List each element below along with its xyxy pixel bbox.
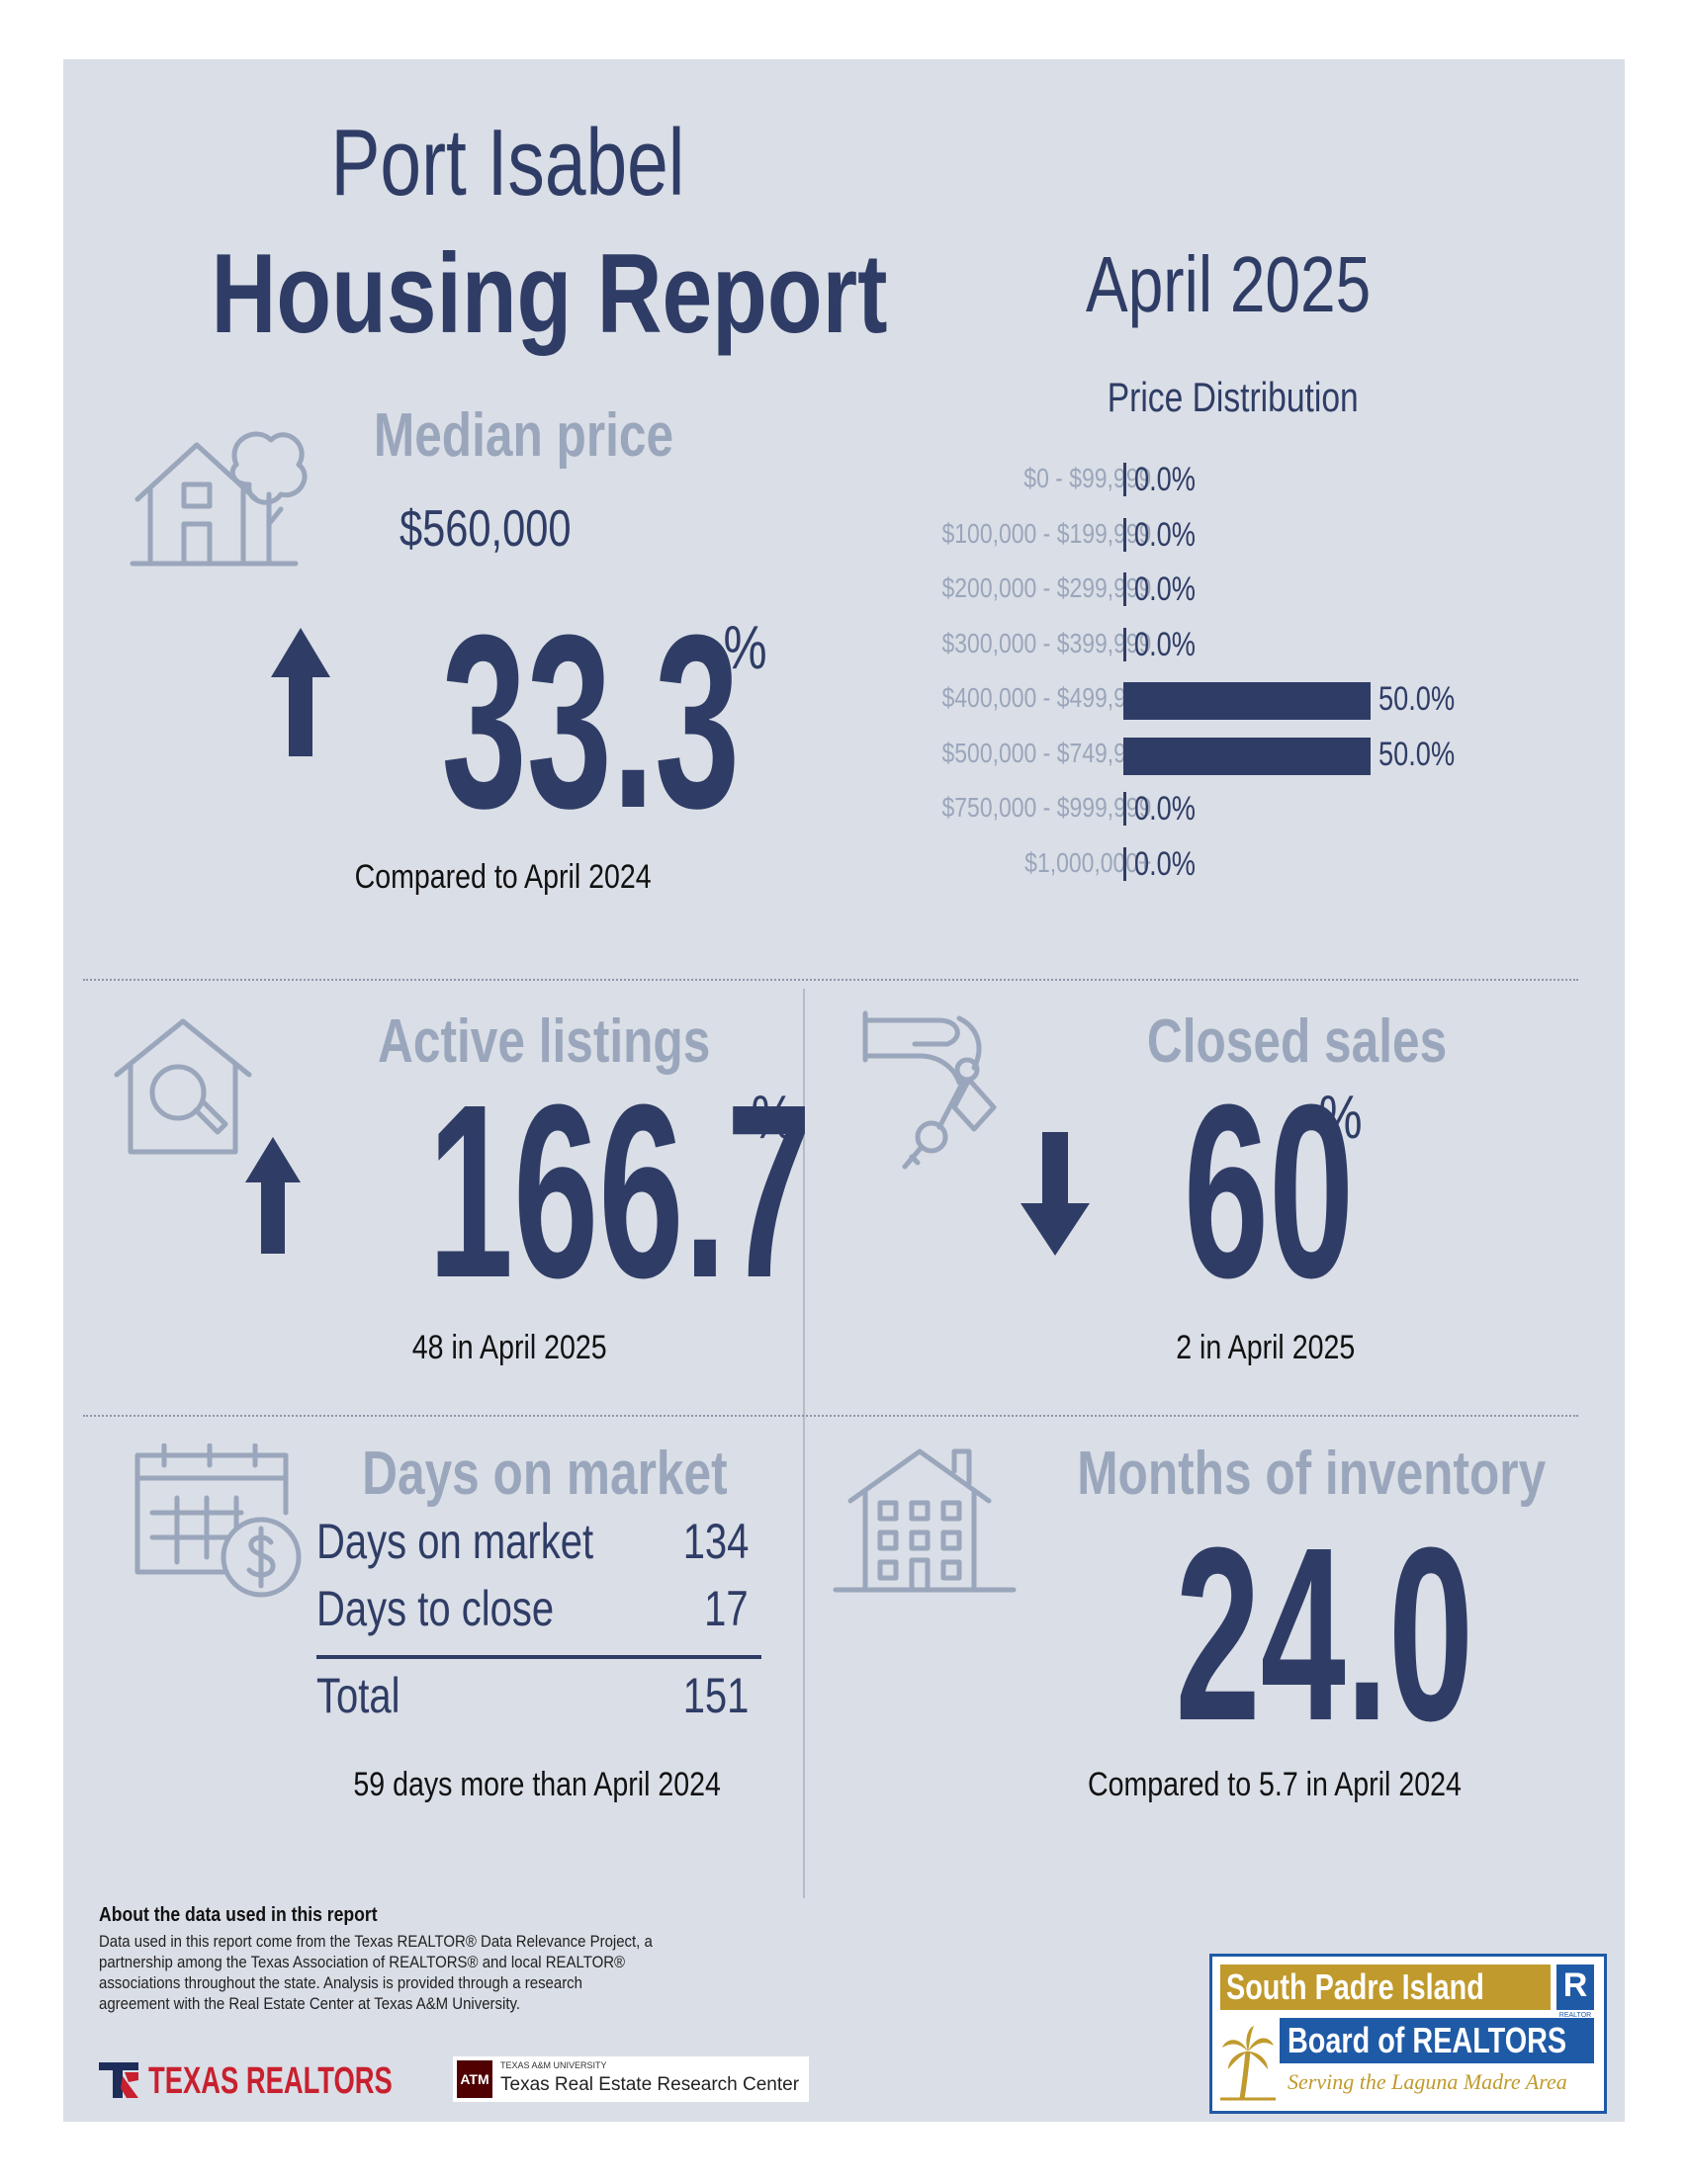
price-bar-value: 0.0% bbox=[1134, 790, 1196, 828]
months-inventory-label: Months of inventory bbox=[1077, 1440, 1547, 1508]
arrow-down-icon bbox=[1021, 1132, 1090, 1256]
months-inventory-caption: Compared to 5.7 in April 2024 bbox=[1087, 1766, 1462, 1803]
active-listings-label: Active listings bbox=[378, 1007, 711, 1076]
spi-line1: South Padre Island bbox=[1226, 1966, 1484, 2007]
price-distribution-labels: $0 - $99,999 $100,000 - $199,999 $200,000 … bbox=[736, 463, 1151, 898]
price-distribution-title: Price Distribution bbox=[1107, 374, 1359, 420]
report-title: Housing Report bbox=[211, 231, 888, 357]
median-price-value: $560,000 bbox=[400, 500, 572, 558]
days-on-market-caption: 59 days more than April 2024 bbox=[353, 1766, 721, 1803]
price-bar-value: 0.0% bbox=[1134, 461, 1196, 498]
median-price-label: Median price bbox=[373, 401, 674, 470]
house-tree-icon bbox=[123, 415, 311, 573]
price-bar-value: 50.0% bbox=[1378, 680, 1456, 718]
tamu-logo: ATM TEXAS A&M UNIVERSITY Texas Real Esta… bbox=[453, 2056, 809, 2102]
dtc-row-value: 17 bbox=[704, 1581, 750, 1636]
spi-board-logo: South Padre Island R REALTOR Board of RE… bbox=[1209, 1954, 1607, 2114]
closed-sales-caption: 2 in April 2025 bbox=[1176, 1329, 1356, 1366]
divider-middle bbox=[83, 1415, 1578, 1417]
price-bar-value: 0.0% bbox=[1134, 515, 1196, 554]
price-bar bbox=[1123, 627, 1126, 661]
about-heading: About the data used in this report bbox=[99, 1904, 378, 1926]
price-bar bbox=[1123, 846, 1126, 881]
closed-sales-change: 60 bbox=[1183, 1053, 1355, 1329]
median-price-change: 33.3 bbox=[441, 583, 741, 859]
price-distribution-chart: 0.0% 0.0% 0.0% 0.0% 50.0% 50.0% 0.0% 0.0% bbox=[1123, 461, 1568, 898]
tamu-center-text: Texas Real Estate Research Center bbox=[500, 2074, 800, 2095]
spi-line2-bg bbox=[1280, 2018, 1594, 2063]
price-bar-value: 0.0% bbox=[1134, 570, 1196, 608]
price-range-label: $200,000 - $299,999 bbox=[941, 572, 1151, 603]
city-title: Port Isabel bbox=[330, 110, 685, 216]
price-bar bbox=[1123, 572, 1126, 606]
total-rule bbox=[316, 1655, 761, 1659]
price-bar bbox=[1123, 682, 1371, 720]
divider-vertical bbox=[803, 989, 805, 1898]
texas-realtors-logo-text: TEXAS REALTORS bbox=[148, 2060, 393, 2102]
price-range-label: $750,000 - $999,999 bbox=[941, 792, 1151, 823]
house-search-icon bbox=[109, 1013, 257, 1162]
price-bar-value: 0.0% bbox=[1134, 625, 1196, 663]
active-listings-pct-sign: % bbox=[751, 1084, 795, 1152]
price-bar bbox=[1123, 792, 1126, 826]
report-month: April 2025 bbox=[1086, 240, 1372, 328]
median-price-pct-sign: % bbox=[723, 614, 767, 682]
price-bar-value: 50.0% bbox=[1378, 735, 1456, 773]
closed-sales-pct-sign: % bbox=[1318, 1084, 1363, 1152]
price-range-label: $1,000,000+ bbox=[1023, 846, 1151, 878]
hand-key-icon bbox=[860, 1008, 1009, 1177]
price-range-label: $400,000 - $499,999 bbox=[941, 682, 1151, 713]
active-listings-caption: 48 in April 2025 bbox=[411, 1329, 607, 1366]
spi-line1-bg bbox=[1220, 1965, 1551, 2010]
closed-sales-label: Closed sales bbox=[1146, 1007, 1448, 1076]
arrow-up-icon bbox=[245, 1137, 301, 1254]
tamu-mark-icon: ATM bbox=[457, 2060, 492, 2098]
building-icon bbox=[831, 1441, 1019, 1600]
dtc-row-label: Days to close bbox=[316, 1581, 555, 1636]
divider-top bbox=[83, 979, 1578, 981]
texas-realtors-logo-mark bbox=[99, 2058, 142, 2102]
price-bar bbox=[1123, 517, 1126, 552]
report-panel: Port Isabel Housing Report April 2025 Me… bbox=[63, 59, 1625, 2122]
arrow-up-icon bbox=[271, 628, 330, 756]
total-row-label: Total bbox=[316, 1668, 400, 1723]
price-bar bbox=[1123, 737, 1371, 775]
median-price-caption: Compared to April 2024 bbox=[354, 858, 652, 896]
calendar-dollar-icon bbox=[133, 1442, 311, 1602]
months-inventory-value: 24.0 bbox=[1175, 1496, 1474, 1772]
dom-row-value: 134 bbox=[682, 1514, 749, 1569]
total-row-value: 151 bbox=[682, 1668, 749, 1723]
price-range-label: $300,000 - $399,999 bbox=[941, 627, 1151, 658]
days-on-market-label: Days on market bbox=[362, 1440, 728, 1508]
tamu-small-text: TEXAS A&M UNIVERSITY bbox=[500, 2060, 607, 2070]
price-range-label: $100,000 - $199,999 bbox=[941, 517, 1151, 549]
dom-row-label: Days on market bbox=[316, 1514, 594, 1569]
spi-tagline: Serving the Laguna Madre Area bbox=[1288, 2069, 1567, 2094]
realtor-small-text: REALTOR bbox=[1558, 2012, 1592, 2019]
active-listings-change: 166.7 bbox=[427, 1053, 812, 1329]
price-range-label: $500,000 - $749,999 bbox=[941, 737, 1151, 768]
realtor-r-mark: R bbox=[1556, 1965, 1594, 2010]
palm-tree-icon bbox=[1220, 2022, 1276, 2101]
spi-line2: Board of REALTORS bbox=[1288, 2020, 1567, 2060]
about-text: Data used in this report come from the T… bbox=[99, 1932, 653, 2013]
price-bar bbox=[1123, 463, 1126, 496]
price-bar-value: 0.0% bbox=[1134, 844, 1196, 883]
price-range-label: $0 - $99,999 bbox=[1023, 463, 1151, 493]
